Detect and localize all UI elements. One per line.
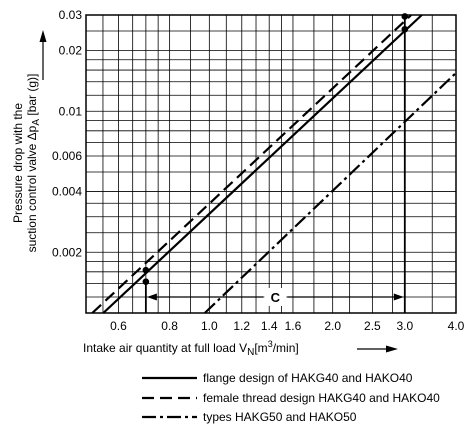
annotation-label-bg	[264, 288, 287, 306]
legend-item-flange: flange design of HAKG40 and HAKO40	[142, 371, 413, 385]
x-tick-label: 3.0	[396, 319, 413, 333]
annotation-label: C	[271, 290, 281, 305]
x-axis-label-unit-close: /min]	[273, 341, 299, 355]
x-axis-label-prefix: Intake air quantity at full load V	[83, 341, 247, 355]
x-tick-label: 1.4	[261, 319, 278, 333]
series-line-flange	[102, 14, 423, 314]
svg-text:suction control valve ΔpA [bar: suction control valve ΔpA [bar (g)]	[25, 74, 42, 253]
x-tick-label: 4.0	[448, 319, 465, 333]
y-axis-label-subscript: A	[31, 119, 42, 126]
plot-frame	[85, 14, 457, 314]
data-point	[401, 25, 409, 33]
x-axis-label-subscript: N	[247, 347, 254, 358]
x-axis-label: Intake air quantity at full load VN[m3/m…	[83, 339, 299, 358]
y-axis-label-line1: Pressure drop with the	[11, 103, 25, 223]
x-tick-label: 0.6	[110, 319, 127, 333]
y-tick-label: 0.006	[52, 149, 82, 163]
data-point	[142, 266, 150, 274]
y-tick-label: 0.03	[59, 8, 83, 22]
x-tick-label: 0.8	[161, 319, 178, 333]
annotation-arrowhead-right	[393, 293, 404, 301]
points-layer	[142, 13, 409, 285]
data-point	[401, 13, 409, 20]
x-axis-label-unit-open: [m	[254, 341, 267, 355]
y-axis-label-line2: suction control valve Δp	[25, 125, 39, 252]
y-axis-label-unit: [bar (g)]	[25, 74, 39, 119]
series-line-hakg50	[204, 72, 457, 314]
y-tick-labels: 0.002 0.004 0.006 0.01 0.02 0.03	[52, 8, 82, 259]
x-tick-label: 1.0	[201, 319, 218, 333]
x-axis-label-superscript: 3	[268, 339, 273, 349]
data-point	[142, 278, 150, 285]
x-tick-label: 2.5	[364, 319, 381, 333]
x-tick-label: 2.0	[324, 319, 341, 333]
x-tick-labels: 0.6 0.8 1.0 1.2 1.4 1.6 2.0 2.5 3.0 4.0	[110, 319, 465, 333]
y-tick-label: 0.01	[59, 104, 83, 118]
grid	[86, 14, 457, 313]
legend-label-female-thread: female thread design HAKG40 and HAKO40	[203, 391, 440, 405]
y-tick-label: 0.004	[52, 185, 82, 199]
x-axis-arrow	[357, 345, 398, 353]
svg-text:Pressure drop with the: Pressure drop with the	[11, 103, 25, 223]
annotation-arrowhead-left	[146, 293, 157, 301]
y-axis-arrow	[39, 30, 47, 80]
x-tick-label: 1.2	[233, 319, 250, 333]
legend: flange design of HAKG40 and HAKO40 femal…	[142, 371, 440, 424]
legend-label-hakg50: types HAKG50 and HAKO50	[203, 410, 357, 424]
legend-item-female-thread: female thread design HAKG40 and HAKO40	[142, 391, 440, 405]
series-line-female-thread	[91, 14, 412, 314]
y-tick-label: 0.02	[59, 44, 83, 58]
annotation-layer: C	[144, 16, 406, 313]
legend-label-flange: flange design of HAKG40 and HAKO40	[203, 371, 413, 385]
legend-item-hakg50: types HAKG50 and HAKO50	[142, 410, 357, 424]
y-axis-label: Pressure drop with the suction control v…	[11, 74, 42, 253]
x-tick-label: 1.6	[285, 319, 302, 333]
y-tick-label: 0.002	[52, 245, 82, 259]
series-layer	[91, 14, 457, 314]
